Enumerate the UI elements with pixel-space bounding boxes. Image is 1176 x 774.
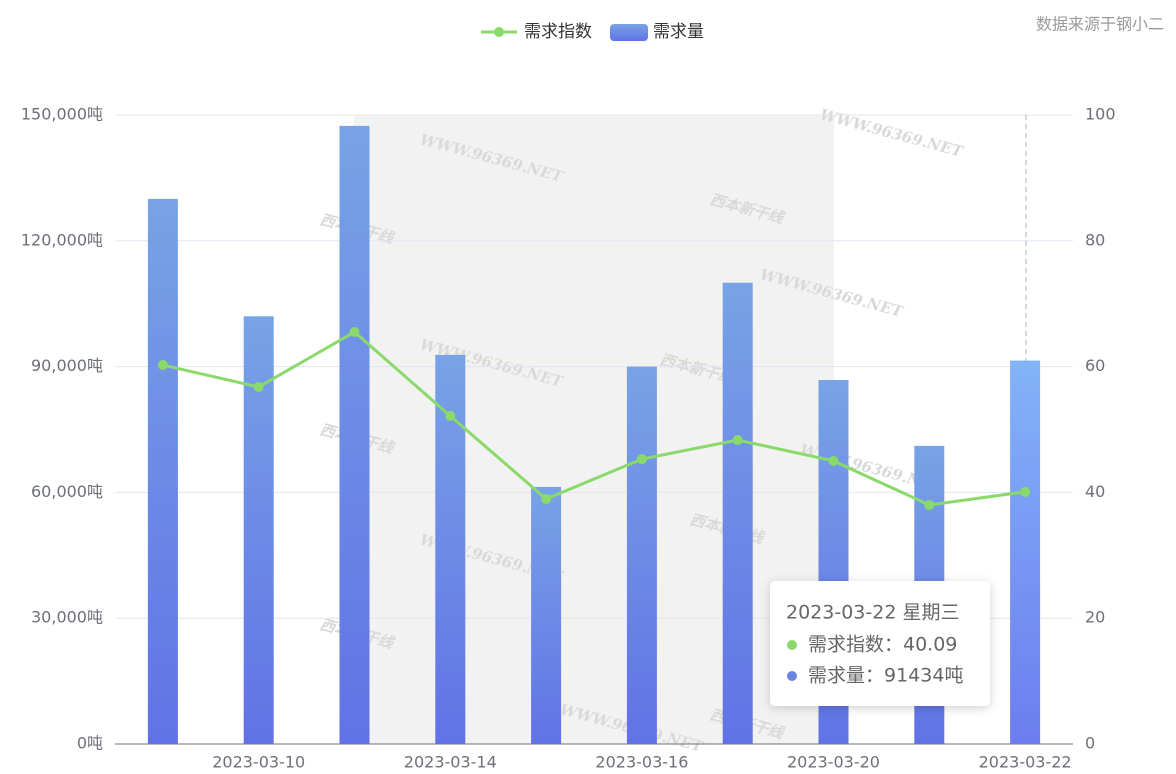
point [349,327,360,338]
bar [147,198,178,744]
y2-tick-label: 20 [1085,608,1105,627]
x-tick-label: 2023-03-14 [404,753,497,772]
x-tick-label: 2023-03-20 [787,753,880,772]
x-tick-label: 2023-03-10 [212,753,305,772]
shaded-area [354,115,834,744]
tooltip-dot [787,671,797,681]
bar [722,282,753,744]
bar [531,486,562,744]
y-tick-label: 120,000吨 [21,230,103,249]
tooltip-line: 需求指数：40.09 [808,634,957,656]
point [732,435,743,446]
watermark: WWW.96369.NET [818,105,967,161]
legend-icon [610,24,648,41]
legend-icon [494,27,504,37]
bar [339,125,370,745]
line [162,330,1026,507]
y2-tick-label: 0 [1085,734,1095,753]
x-tick-label: 2023-03-22 [979,753,1072,772]
x-tick-label: 2023-03-16 [595,753,688,772]
point [253,381,264,392]
y-tick-label: 60,000吨 [31,482,103,501]
y-tick-label: 90,000吨 [31,356,103,375]
y-tick-label: 30,000吨 [31,608,103,627]
bar [1010,360,1041,744]
tooltip-title: 2023-03-22 星期三 [786,602,959,624]
point [924,499,935,510]
legend-label: 需求量 [653,22,704,42]
legend-label: 需求指数 [524,22,592,42]
y-tick-label: 150,000吨 [21,105,103,124]
point [157,360,168,371]
y2-tick-label: 60 [1085,356,1105,375]
point [828,455,839,466]
tooltip: 2023-03-22 星期三 需求指数：40.09 需求量：91434吨 [770,581,990,706]
y2-tick-label: 100 [1085,105,1116,124]
point [541,494,552,505]
bar [626,366,657,744]
point [636,454,647,465]
tooltip-line: 需求量：91434吨 [808,665,963,687]
point [1020,486,1031,497]
tooltip-box [770,581,990,706]
source: 数据来源于钢小二 [1036,15,1164,34]
y2-tick-label: 40 [1085,482,1105,501]
y2-tick-label: 80 [1085,230,1105,249]
point [445,410,456,421]
y-tick-label: 0吨 [77,734,103,753]
tooltip-dot [787,640,797,650]
